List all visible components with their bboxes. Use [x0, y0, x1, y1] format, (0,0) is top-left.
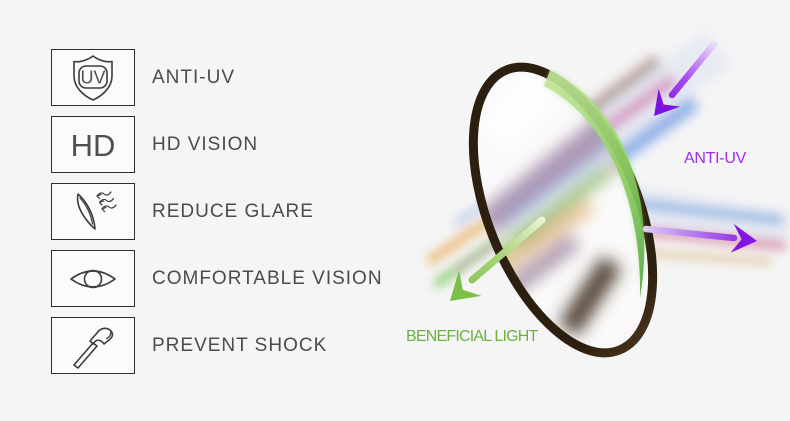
uv-shield-icon: UV: [51, 49, 135, 106]
eye-icon: [51, 250, 135, 307]
lens-coating-crescent: [544, 70, 645, 298]
feature-row-hd-vision: HD HD VISION: [51, 116, 383, 173]
feature-label: ANTI-UV: [152, 66, 235, 88]
feature-row-anti-uv: UV ANTI-UV: [51, 49, 383, 106]
uv-incoming-arrow: [654, 40, 718, 116]
lens-illustration: ANTI-UV BENEFICIAL LIGHT: [406, 30, 790, 358]
hammer-icon: [51, 317, 135, 374]
feature-label: HD VISION: [152, 133, 259, 155]
feature-list: UV ANTI-UV HD HD VISION: [51, 49, 383, 374]
feature-label: COMFORTABLE VISION: [152, 267, 383, 289]
lens-diagram: ANTI-UV BENEFICIAL LIGHT: [400, 0, 790, 421]
feature-row-reduce-glare: REDUCE GLARE: [51, 183, 383, 240]
uv-icon-text: UV: [80, 67, 105, 87]
beneficial-light-label: BENEFICIAL LIGHT: [406, 328, 539, 345]
beneficial-light-arrow: [450, 216, 546, 301]
feature-row-prevent-shock: PREVENT SHOCK: [51, 317, 383, 374]
uv-outgoing-arrow: [642, 223, 757, 253]
reduce-glare-icon: [51, 183, 135, 240]
feature-label: REDUCE GLARE: [152, 200, 314, 222]
hd-icon-text: HD: [71, 128, 116, 163]
anti-uv-label: ANTI-UV: [684, 150, 747, 167]
hd-icon: HD: [51, 116, 135, 173]
feature-label: PREVENT SHOCK: [152, 334, 328, 356]
feature-row-comfortable-vision: COMFORTABLE VISION: [51, 250, 383, 307]
